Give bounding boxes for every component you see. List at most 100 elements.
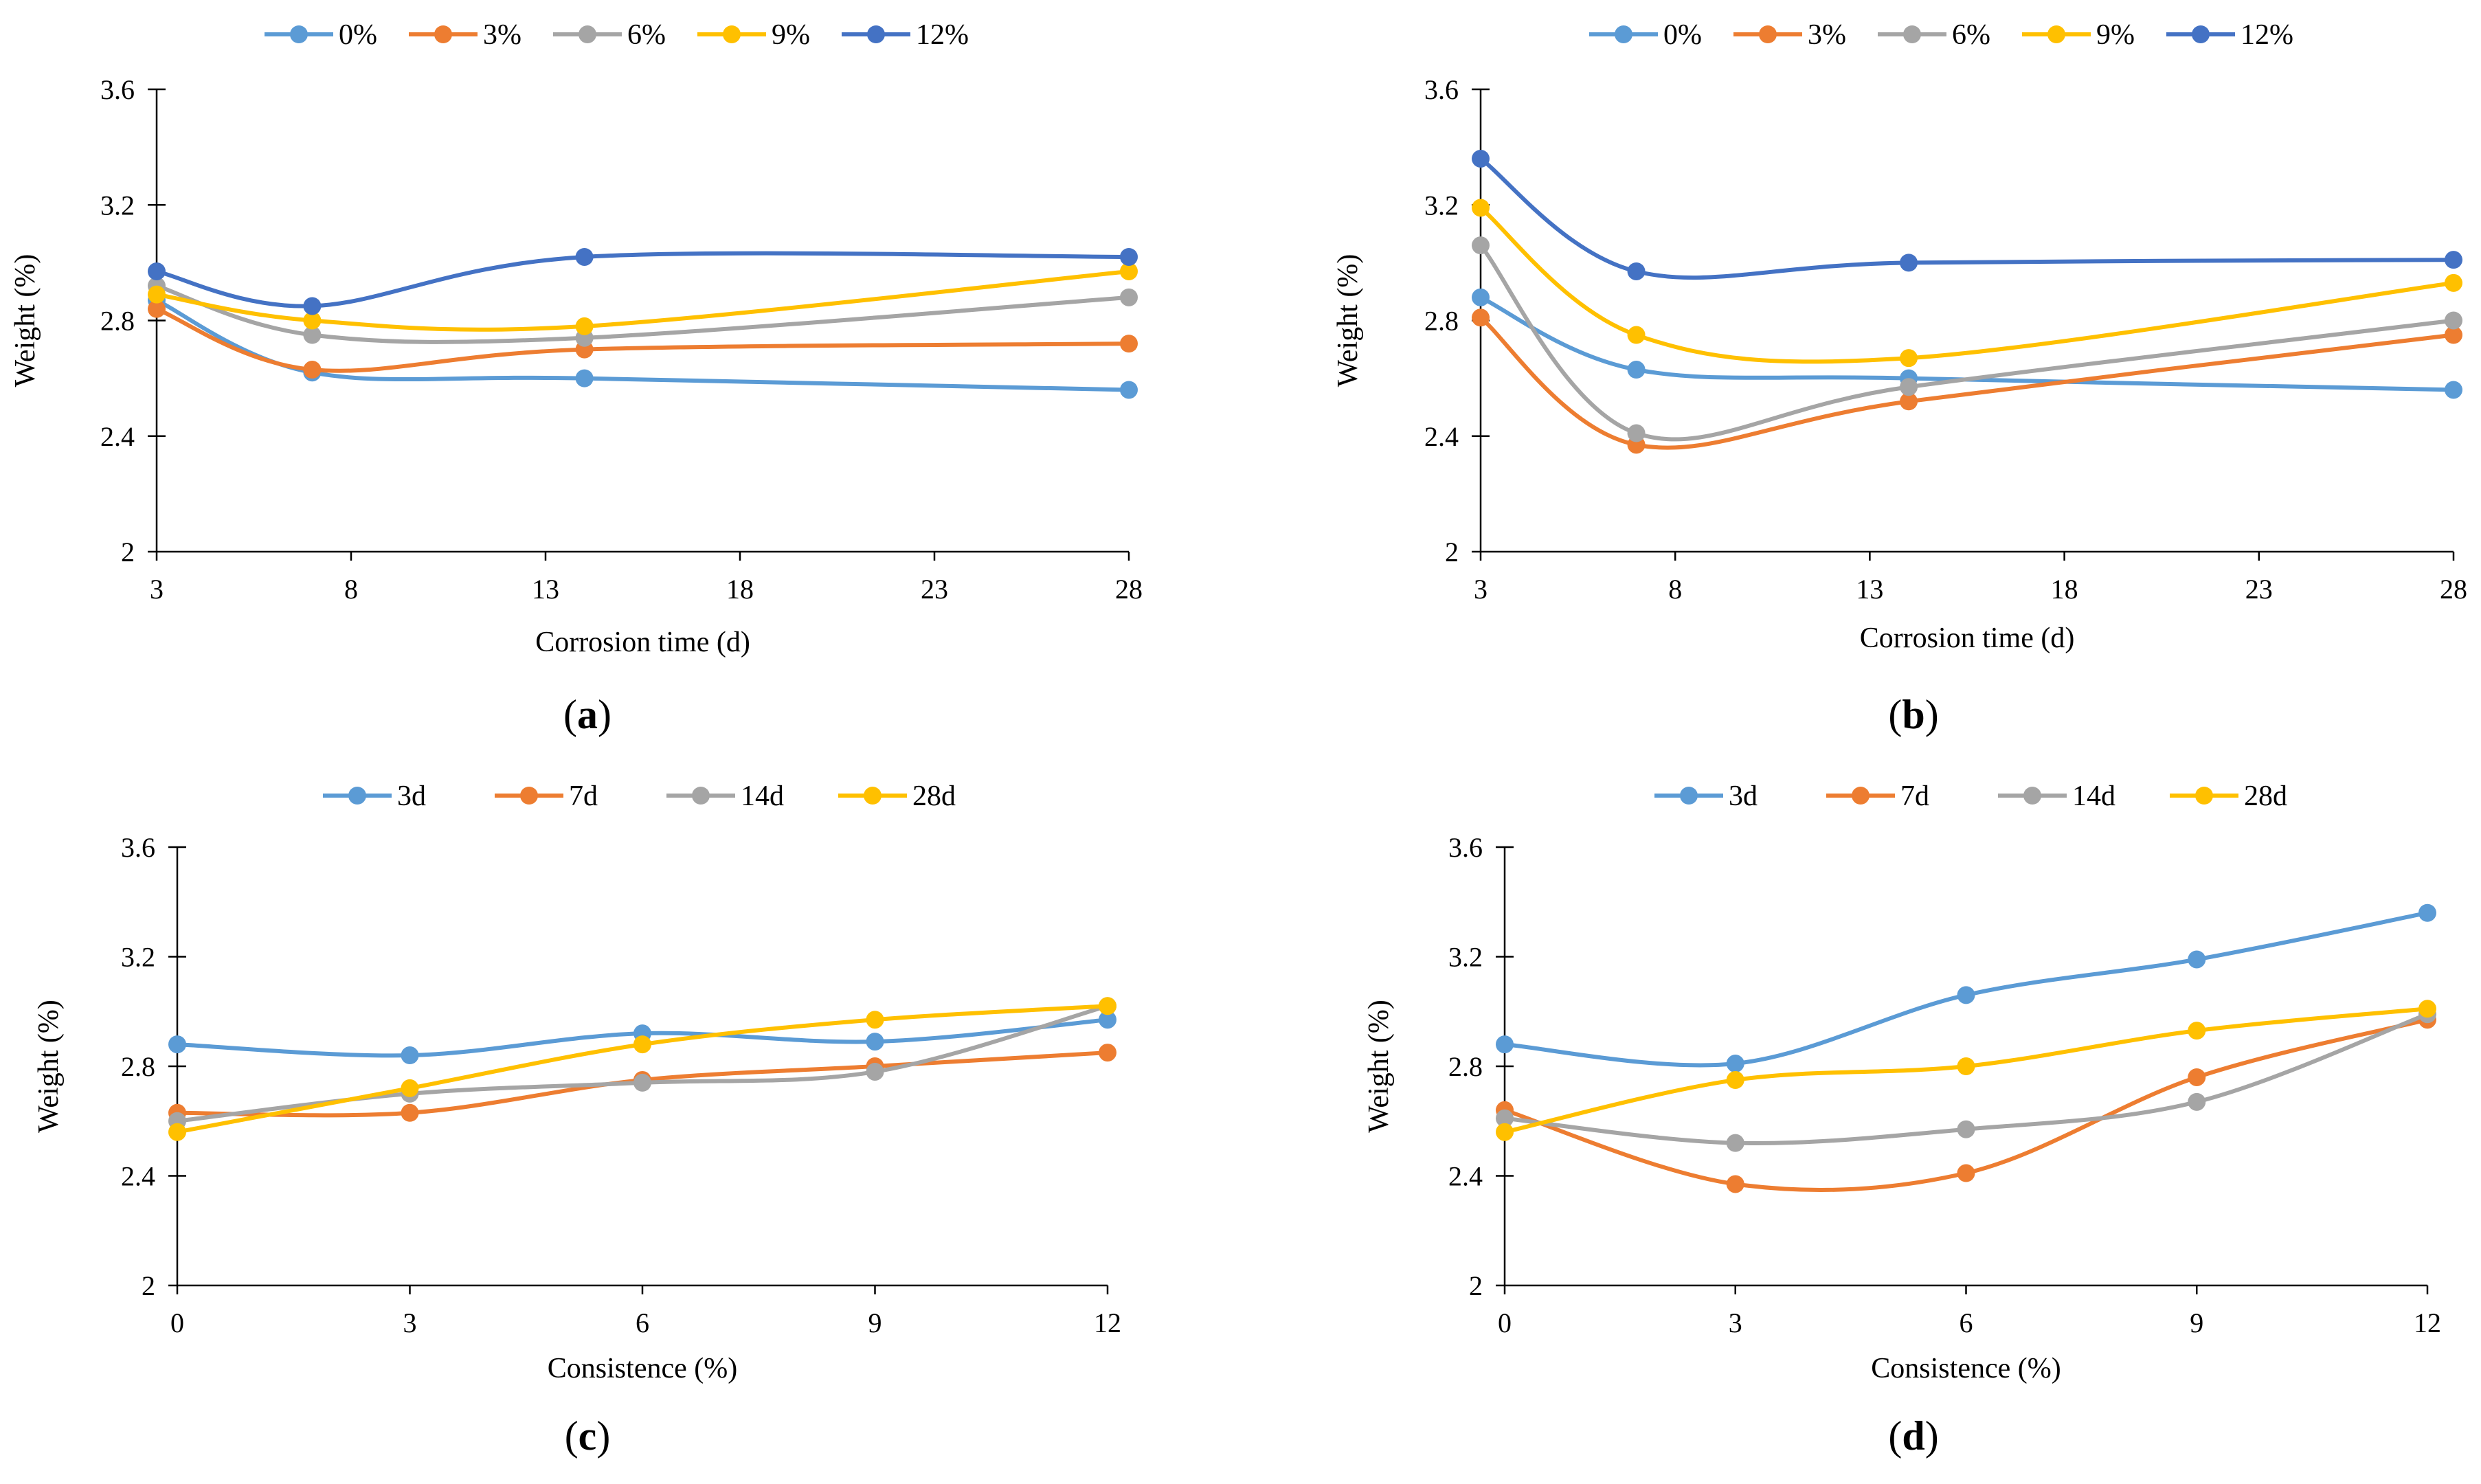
data-point: [866, 1033, 884, 1051]
y-tick-label: 3.6: [100, 74, 135, 105]
data-point: [1496, 1035, 1514, 1054]
legend-swatch-marker: [2047, 25, 2065, 43]
legend-swatch-marker: [1852, 787, 1870, 805]
data-point: [148, 262, 166, 280]
data-point: [1120, 262, 1138, 280]
data-point: [1496, 1109, 1514, 1127]
legend-swatch-marker: [864, 787, 882, 805]
data-point: [303, 326, 322, 344]
series-line-0pct: [155, 298, 1131, 392]
legend-swatch-marker: [867, 25, 885, 43]
data-point: [2188, 950, 2206, 969]
legend-item: 0%: [265, 19, 377, 51]
legend-swatch-marker: [2023, 787, 2041, 805]
legend-label: 3%: [483, 19, 521, 51]
legend-label: 28d: [912, 780, 956, 812]
series-line-0pct: [1479, 295, 2456, 392]
y-tick-label: 3.6: [121, 832, 155, 863]
y-tick-label: 2: [1469, 1270, 1483, 1301]
data-point: [1726, 1134, 1744, 1152]
data-point: [168, 1035, 186, 1054]
panel-letter: b: [1902, 692, 1924, 737]
legend-swatch-marker: [1680, 787, 1698, 805]
data-point: [2445, 326, 2462, 344]
chart-panel-b: 2 2.4 2.8 3.2 3.6 3 8 13 18 23 28 Corrosion time (d…: [1332, 19, 2467, 737]
legend-item: 14d: [1998, 780, 2115, 812]
legend-item: 3%: [409, 19, 521, 51]
data-point: [401, 1103, 419, 1122]
data-point: [1472, 149, 1490, 168]
data-point: [401, 1079, 419, 1097]
legend-item: 3d: [1654, 780, 1758, 812]
data-point: [1120, 247, 1138, 266]
data-point: [1472, 308, 1490, 327]
y-tick-label: 3.2: [1424, 190, 1459, 221]
x-axis-title: Corrosion time (d): [535, 627, 750, 658]
legend-label: 6%: [1952, 19, 1990, 51]
y-tick-label: 2.8: [1424, 306, 1459, 337]
x-tick-label: 6: [1960, 1307, 1973, 1338]
legend-item: 12%: [2166, 19, 2293, 51]
x-tick-label: 8: [1668, 574, 1682, 605]
legend-swatch-marker: [2192, 25, 2210, 43]
x-tick-label: 0: [1498, 1307, 1512, 1338]
data-point: [1120, 288, 1138, 306]
data-point: [1496, 1123, 1514, 1141]
legend-swatch-marker: [1759, 25, 1777, 43]
x-tick-label: 13: [1856, 574, 1883, 605]
y-tick-label: 3.6: [1424, 74, 1459, 105]
legend-label: 0%: [339, 19, 377, 51]
data-point: [1726, 1175, 1744, 1193]
legend-label: 6%: [627, 19, 666, 51]
x-tick-label: 0: [170, 1307, 184, 1338]
y-axis-title: Weight (%): [1363, 1000, 1395, 1133]
panel-label: (b): [1888, 692, 1938, 737]
data-point: [1472, 199, 1490, 217]
legend-item: 9%: [2022, 19, 2135, 51]
legend-item: 7d: [1826, 780, 1929, 812]
panel-letter: c: [579, 1413, 597, 1459]
legend-item: 28d: [2170, 780, 2287, 812]
panel-label: (d): [1888, 1413, 1938, 1459]
legend-label: 3%: [1808, 19, 1846, 51]
data-point: [1957, 1120, 1975, 1138]
y-tick-label: 2.4: [121, 1161, 155, 1192]
x-tick-label: 28: [1115, 574, 1143, 605]
data-point: [1726, 1070, 1744, 1089]
y-tick-label: 3.2: [1448, 942, 1483, 973]
panel-letter: d: [1902, 1413, 1924, 1459]
legend-label: 14d: [741, 780, 784, 812]
legend-label: 28d: [2244, 780, 2287, 812]
legend-item: 28d: [838, 780, 956, 812]
legend-item: 14d: [666, 780, 784, 812]
y-tick-label: 2.8: [121, 1051, 155, 1082]
data-point: [1099, 1044, 1116, 1062]
data-point: [1627, 262, 1646, 280]
data-point: [148, 300, 166, 318]
series-line-6pct: [1479, 243, 2456, 442]
y-tick-label: 3.6: [1448, 832, 1483, 863]
legend-label: 12%: [2241, 19, 2293, 51]
series-line-9pct: [155, 269, 1131, 332]
x-axis-title: Consistence (%): [1871, 1353, 2061, 1384]
legend-swatch-marker: [520, 787, 538, 805]
legend-label: 9%: [772, 19, 810, 51]
y-tick-label: 2.8: [100, 306, 135, 337]
legend-swatch-marker: [290, 25, 308, 43]
data-point: [1900, 378, 1918, 396]
y-tick-label: 2: [121, 537, 135, 567]
series-line-9pct: [1479, 205, 2456, 364]
data-point: [2445, 311, 2462, 330]
x-tick-label: 28: [2440, 574, 2467, 605]
data-point: [1099, 997, 1116, 1015]
data-point: [575, 369, 594, 387]
legend-label: 3d: [1729, 780, 1758, 812]
data-point: [1099, 1011, 1116, 1029]
y-axis-title: Weight (%): [33, 1000, 65, 1133]
x-axis-title: Corrosion time (d): [1860, 622, 2075, 654]
data-point: [148, 285, 166, 304]
x-tick-label: 3: [403, 1307, 417, 1338]
series-line-3pct: [155, 306, 1131, 373]
y-tick-label: 2: [1445, 537, 1459, 567]
legend-item: 9%: [697, 19, 810, 51]
